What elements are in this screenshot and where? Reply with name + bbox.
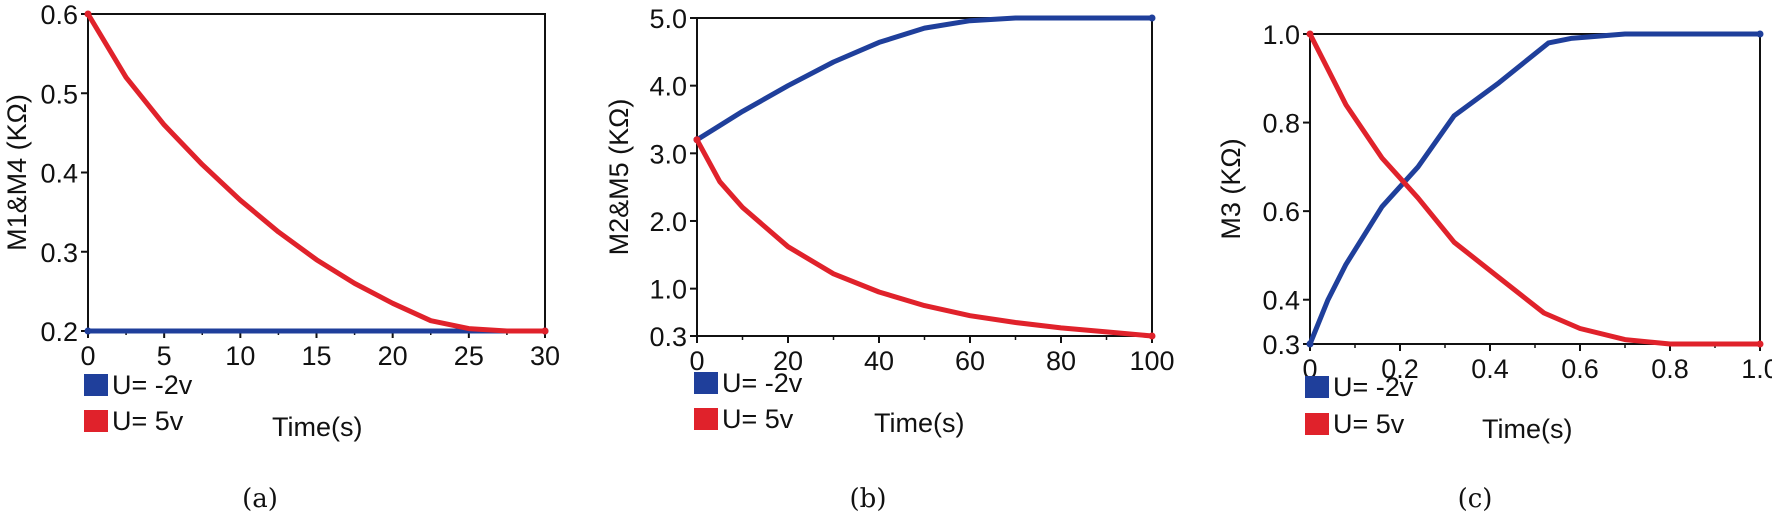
legend-swatch-red bbox=[694, 408, 718, 430]
legend-label: U= -2v bbox=[722, 368, 803, 398]
y-tick-label: 5.0 bbox=[649, 4, 687, 34]
y-tick-label: 0.4 bbox=[40, 159, 78, 189]
series-point bbox=[693, 136, 701, 144]
series-point bbox=[541, 327, 549, 335]
series-point bbox=[1306, 340, 1314, 348]
legend-swatch-blue bbox=[694, 372, 718, 394]
x-tick-label: 20 bbox=[773, 346, 803, 376]
legend-swatch-blue bbox=[1305, 376, 1329, 398]
x-tick-label: 40 bbox=[864, 346, 894, 376]
series-point bbox=[84, 10, 92, 18]
y-tick-label: 1.0 bbox=[1262, 20, 1300, 50]
x-tick-label: 80 bbox=[1046, 346, 1076, 376]
x-tick-label: 5 bbox=[157, 341, 172, 371]
legend-swatch-blue bbox=[84, 374, 108, 396]
x-tick-label: 100 bbox=[1129, 346, 1174, 376]
legend-swatch-red bbox=[1305, 413, 1329, 435]
series-point bbox=[1756, 340, 1764, 348]
x-tick-label: 1.0 bbox=[1741, 354, 1772, 384]
y-tick-label: 1.0 bbox=[649, 275, 687, 305]
series-line-blue bbox=[1307, 31, 1763, 347]
x-tick-label: 20 bbox=[378, 341, 408, 371]
x-tick-label: 60 bbox=[955, 346, 985, 376]
plot-frame bbox=[696, 17, 1153, 337]
series-line-red bbox=[1307, 31, 1763, 347]
subfigure-caption: (b) bbox=[850, 484, 887, 514]
plot-frame bbox=[87, 13, 546, 332]
y-tick-label: 0.3 bbox=[1262, 330, 1300, 360]
x-tick-label: 0.6 bbox=[1561, 354, 1599, 384]
y-tick-label: 0.5 bbox=[40, 79, 78, 109]
y-tick-label: 0.8 bbox=[1262, 109, 1300, 139]
series-point bbox=[1148, 14, 1156, 22]
x-tick-label: 0.2 bbox=[1381, 354, 1419, 384]
x-tick-label: 0.8 bbox=[1651, 354, 1689, 384]
series-point bbox=[84, 327, 92, 335]
subfigure-caption: (c) bbox=[1458, 484, 1493, 514]
x-axis-title: Time(s) bbox=[874, 408, 964, 438]
y-tick-label: 0.2 bbox=[40, 317, 78, 347]
plot-frame bbox=[1309, 33, 1761, 345]
y-tick-label: 0.6 bbox=[40, 0, 78, 30]
series-line-red bbox=[85, 11, 548, 334]
x-tick-label: 0.4 bbox=[1471, 354, 1509, 384]
y-tick-label: 0.3 bbox=[40, 238, 78, 268]
y-tick-label: 0.6 bbox=[1262, 197, 1300, 227]
legend-label: U= 5v bbox=[1333, 409, 1405, 439]
x-tick-label: 25 bbox=[454, 341, 484, 371]
x-tick-label: 0 bbox=[689, 346, 704, 376]
legend-label: U= 5v bbox=[112, 406, 184, 436]
series-line-blue bbox=[694, 15, 1155, 143]
y-tick-label: 2.0 bbox=[649, 207, 687, 237]
y-tick-label: 3.0 bbox=[649, 139, 687, 169]
legend-swatch-red bbox=[84, 410, 108, 432]
chart-1: 0 5 10 15 20 25 30 0.2 0.3 0.4 0.5 0.6 M1&M4 (KΩ) U= … bbox=[2, 0, 560, 514]
x-tick-label: 30 bbox=[530, 341, 560, 371]
legend-label: U= 5v bbox=[722, 404, 794, 434]
series-point bbox=[1756, 30, 1764, 38]
series-point bbox=[1306, 30, 1314, 38]
y-tick-label: 0.3 bbox=[649, 322, 687, 352]
chart-2: 0 20 40 60 80 100 0.3 1.0 2.0 3.0 4.0 5.0 M2&M5 (KΩ)… bbox=[604, 4, 1175, 514]
x-tick-label: 0 bbox=[80, 341, 95, 371]
x-axis-title: Time(s) bbox=[272, 412, 362, 442]
legend-label: U= -2v bbox=[112, 370, 193, 400]
series-point bbox=[1148, 332, 1156, 340]
subfigure-caption: (a) bbox=[242, 484, 278, 514]
x-tick-label: 10 bbox=[225, 341, 255, 371]
x-axis-title: Time(s) bbox=[1482, 414, 1572, 444]
y-axis-title: M2&M5 (KΩ) bbox=[604, 99, 634, 256]
y-axis-title: M3 (KΩ) bbox=[1216, 138, 1246, 239]
x-tick-label: 15 bbox=[301, 341, 331, 371]
chart-3: 0 0.2 0.4 0.6 0.8 1.00.30.40.60.81.0M3 (KΩ)U=… bbox=[1216, 20, 1772, 514]
y-tick-label: 4.0 bbox=[649, 72, 687, 102]
y-axis-title: M1&M4 (KΩ) bbox=[2, 94, 32, 251]
y-tick-label: 0.4 bbox=[1262, 286, 1300, 316]
series-line-red bbox=[694, 137, 1155, 339]
legend-label: U= -2v bbox=[1333, 372, 1414, 402]
